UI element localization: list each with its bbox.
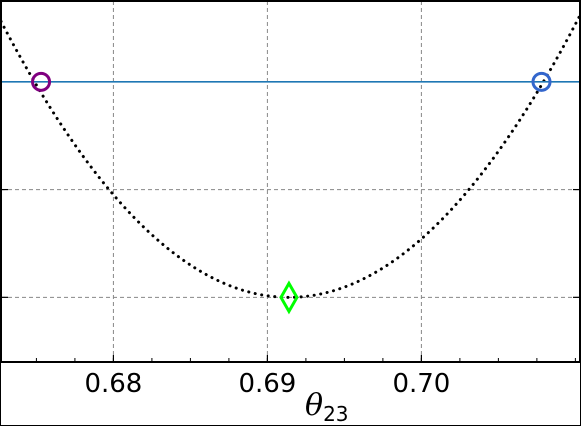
x-tick-label: 0.70 [392, 369, 450, 399]
x-axis-label-subscript: 23 [323, 402, 348, 426]
x-axis-label-main: θ [305, 388, 323, 423]
ticks [1, 81, 580, 362]
markers [31, 71, 552, 315]
x-axis-label: θ23 [305, 388, 349, 426]
diamond-marker [279, 280, 299, 315]
x-tick-label: 0.69 [238, 369, 296, 399]
tick-labels: 0.68 0.69 0.70 [84, 369, 450, 399]
series [0, 13, 581, 299]
circle-marker [31, 71, 52, 92]
circle-marker [531, 71, 552, 92]
chi2-curve [0, 13, 581, 299]
x-tick-label: 0.68 [84, 369, 142, 399]
